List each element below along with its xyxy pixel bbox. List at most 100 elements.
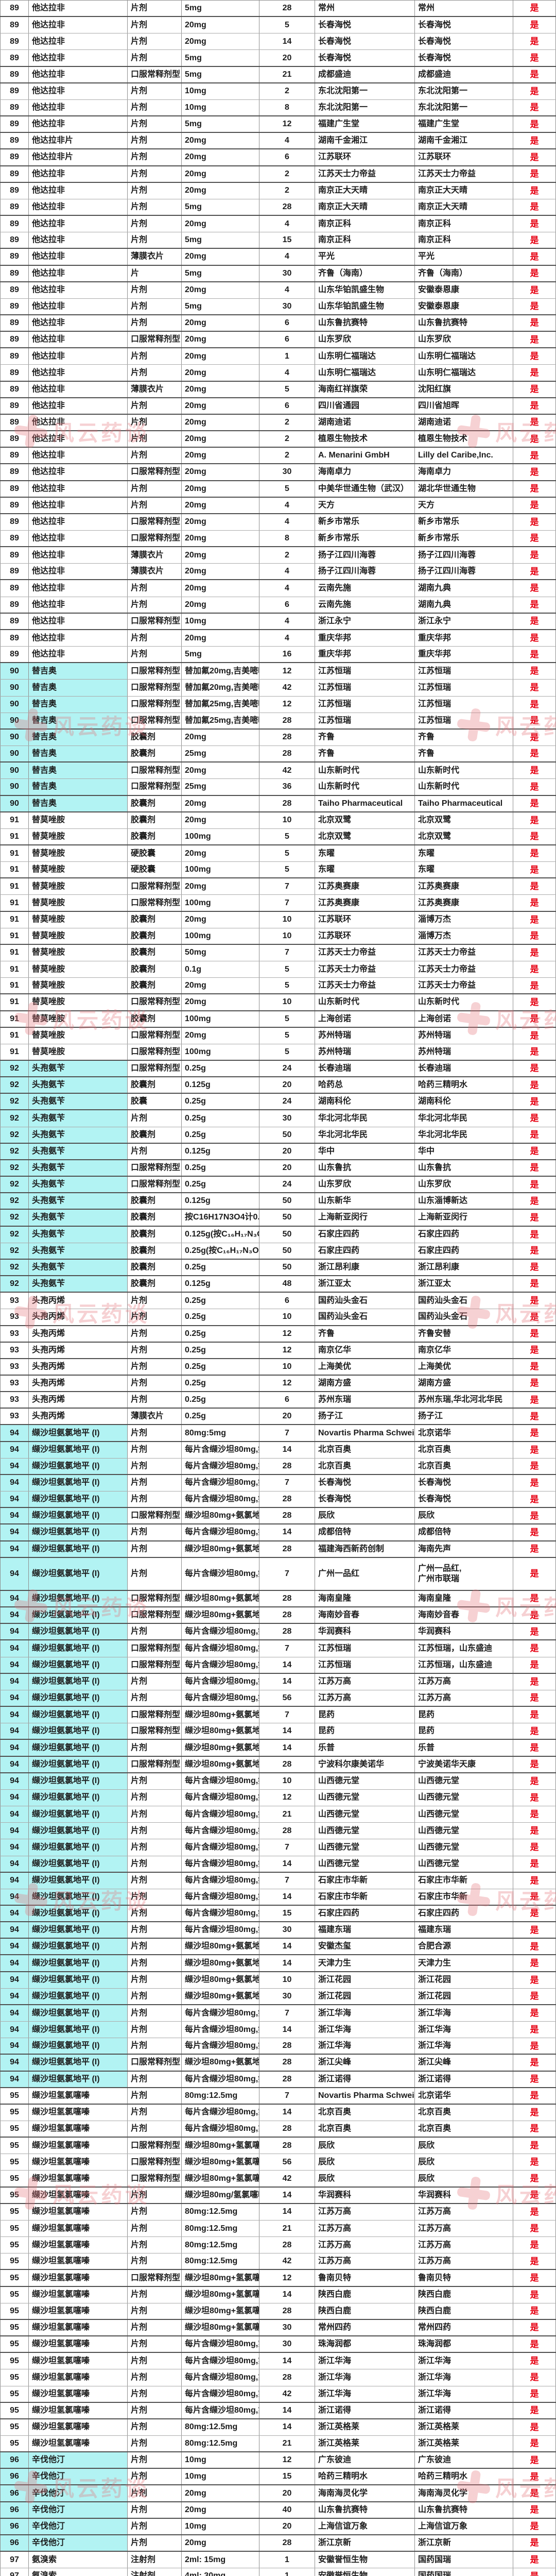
cell-quantity: 10 [259,911,315,928]
cell-number: 91 [0,1044,29,1060]
cell-company-1: Taiho Pharmaceutical [315,795,415,811]
cell-quantity: 15 [259,232,315,248]
cell-dosage-form: 片剂 [128,1557,182,1590]
cell-dosage-form: 片 [128,265,182,281]
cell-company-1: 浙江永宁 [315,613,415,629]
cell-quantity: 2 [259,83,315,99]
cell-dosage-form: 口服常释剂型 [128,1160,182,1176]
cell-number: 92 [0,1094,29,1110]
table-row: 95 缬沙坦氢氯噻嗪 片剂 80mg:12.5mg 21 江苏万高 江苏万高是 [0,2220,556,2238]
cell-drug-name: 头孢氨苄 [29,1127,128,1143]
cell-company-1: 江苏奥赛康 [315,878,415,895]
cell-dosage-form: 口服常释剂型 [128,696,182,713]
cell-company-2: 重庆华邦 [415,647,513,663]
table-row: 91 替莫唑胺 胶囊剂 0.1g 5 江苏天士力帝益 江苏天士力帝益是 [0,961,556,978]
cell-spec: 20mg [182,2502,259,2518]
cell-dosage-form: 片剂 [128,1359,182,1375]
cell-company-2: 辰欣 [415,2138,513,2154]
cell-drug-name: 替吉奥 [29,696,128,713]
cell-spec: 0.25g [182,1259,259,1276]
cell-number: 89 [0,282,29,298]
cell-quantity: 2 [259,414,315,431]
cell-number: 95 [0,2386,29,2402]
cell-spec: 每片含缬沙坦80mg,氢氯噻嗪12.5mg [182,2121,259,2137]
cell-number: 90 [0,729,29,746]
table-row: 89 他达拉非 片剂 20mg 6 云南先施 湖南九典是 [0,597,556,614]
cell-quantity: 14 [259,33,315,50]
status-yes: 是 [513,680,556,696]
cell-number: 94 [0,1939,29,1955]
cell-quantity: 30 [259,1110,315,1127]
cell-company-2: 陕西白鹿 [415,2286,513,2303]
cell-company-1: 植恩生物技术 [315,431,415,447]
cell-drug-name: 替莫唑胺 [29,895,128,911]
table-row: 92头孢氨苄胶囊剂0.125g(按C₁₆H₁₇N₃O₄)50石家庄四药石家庄四药… [0,1226,556,1243]
status-yes: 是 [513,580,556,597]
cell-company-1: 海南妙音春 [315,1607,415,1623]
cell-quantity: 30 [259,2336,315,2352]
cell-quantity: 21 [259,2220,315,2237]
cell-drug-name: 氨溴索 [29,2552,128,2568]
cell-dosage-form: 胶囊剂 [128,978,182,994]
cell-spec: 每片含缬沙坦80mg,氨氯地平5mg [182,1557,259,1590]
status-yes: 是 [513,1293,556,1309]
cell-quantity: 28 [259,1541,315,1557]
status-yes: 是 [513,2452,556,2468]
cell-drug-name: 替吉奥 [29,762,128,779]
cell-company-2: 乐普 [415,1740,513,1756]
status-yes: 是 [513,1160,556,1176]
status-yes: 是 [513,514,556,530]
cell-drug-name: 他达拉非 [29,514,128,530]
cell-dosage-form: 胶囊剂 [128,1243,182,1259]
status-yes: 是 [513,182,556,199]
cell-quantity: 4 [259,514,315,530]
cell-quantity: 14 [259,1673,315,1690]
cell-spec: 每片含缬沙坦80mg,氨氯地平5mg [182,1773,259,1789]
cell-dosage-form: 片剂 [128,199,182,215]
cell-company-2: 北京诺华 [415,2088,513,2104]
cell-company-1: 东曜 [315,845,415,862]
cell-number: 90 [0,762,29,779]
cell-company-1: 福建广生堂 [315,116,415,132]
cell-number: 89 [0,133,29,149]
cell-dosage-form: 片剂 [128,2204,182,2220]
cell-company-2: 江苏奥赛康 [415,895,513,911]
cell-company-1: 山西德元堂 [315,1789,415,1806]
cell-drug-name: 缬沙坦氢氯噻嗪 [29,2121,128,2137]
cell-drug-name: 头孢丙烯 [29,1392,128,1408]
cell-company-1: 南京亿华 [315,1342,415,1358]
cell-quantity: 4 [259,133,315,149]
table-row: 89 他达拉非 片剂 5mg 28 南京正大天晴 南京正大天晴是 [0,199,556,216]
cell-number: 89 [0,298,29,314]
cell-number: 91 [0,944,29,961]
cell-drug-name: 他达拉非 [29,50,128,66]
cell-company-1: 常州四药 [315,2319,415,2336]
cell-number: 89 [0,514,29,530]
cell-number: 92 [0,1143,29,1159]
cell-company-2: 齐鲁（海南） [415,265,513,281]
cell-drug-name: 缬沙坦氢氯噻嗪 [29,2303,128,2319]
cell-number: 89 [0,17,29,33]
cell-dosage-form: 胶囊剂 [128,1193,182,1209]
cell-spec: 5mg [182,116,259,132]
cell-dosage-form: 口服常释剂型 [128,1607,182,1623]
cell-number: 89 [0,315,29,331]
cell-company-1: 陕西白鹿 [315,2303,415,2319]
cell-quantity: 28 [259,746,315,762]
cell-drug-name: 头孢丙烯 [29,1309,128,1325]
cell-number: 91 [0,895,29,911]
cell-company-1: 宁波科尔康美诺华 [315,1756,415,1772]
cell-company-2: 北京双鹭 [415,812,513,828]
cell-number: 92 [0,1210,29,1226]
cell-spec: 每片含缬沙坦80mg,氨氯地平5mg [182,1922,259,1938]
status-yes: 是 [513,2204,556,2220]
cell-drug-name: 缬沙坦氢氯噻嗪 [29,2402,128,2418]
table-row: 89 他达拉非 片剂 20mg 6 山东鲁抗赛特 山东鲁抗赛特是 [0,315,556,332]
cell-quantity: 24 [259,1094,315,1110]
cell-company-2: 国药国瑞 [415,2568,513,2576]
cell-dosage-form: 片剂 [128,1425,182,1441]
cell-company-2: 齐鲁 [415,729,513,746]
